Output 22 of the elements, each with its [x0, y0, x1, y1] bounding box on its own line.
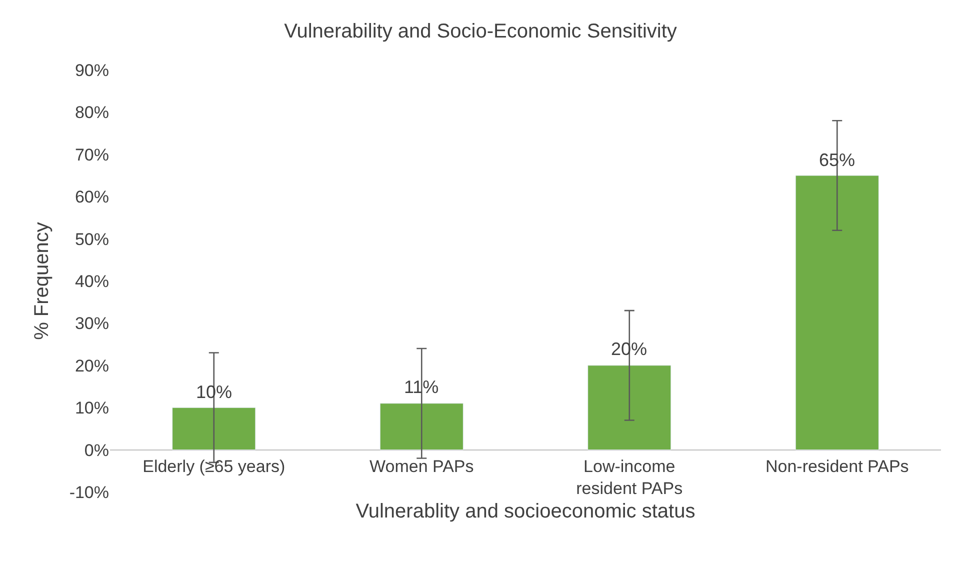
y-tick-label: 80%: [74, 103, 109, 122]
x-tick-label: Women PAPs: [370, 457, 474, 476]
y-tick-label: 0%: [84, 440, 109, 460]
chart-title: Vulnerability and Socio-Economic Sensitivity: [284, 20, 677, 42]
bar: [795, 175, 879, 450]
y-axis-title: % Frequency: [30, 222, 53, 340]
y-tick-label: 10%: [74, 398, 109, 418]
bar: [380, 403, 464, 450]
x-axis-title: Vulnerablity and socioeconomic status: [356, 500, 696, 523]
bar: [588, 365, 672, 450]
x-tick-label: Elderly (≥65 years): [142, 457, 286, 476]
y-tick-label: 40%: [74, 272, 109, 291]
x-tick-label: Non-resident PAPs: [765, 457, 909, 476]
y-tick-label: 50%: [74, 230, 109, 249]
y-tick-label: 60%: [74, 188, 109, 207]
y-tick-label: 30%: [74, 314, 109, 334]
y-tick-label: -10%: [69, 482, 109, 502]
y-tick-label: 90%: [74, 60, 109, 80]
x-tick-label: Low-income resident PAPs: [576, 457, 683, 498]
bar: [172, 407, 256, 450]
y-tick-label: 70%: [74, 145, 109, 164]
y-tick-label: 20%: [74, 356, 109, 376]
